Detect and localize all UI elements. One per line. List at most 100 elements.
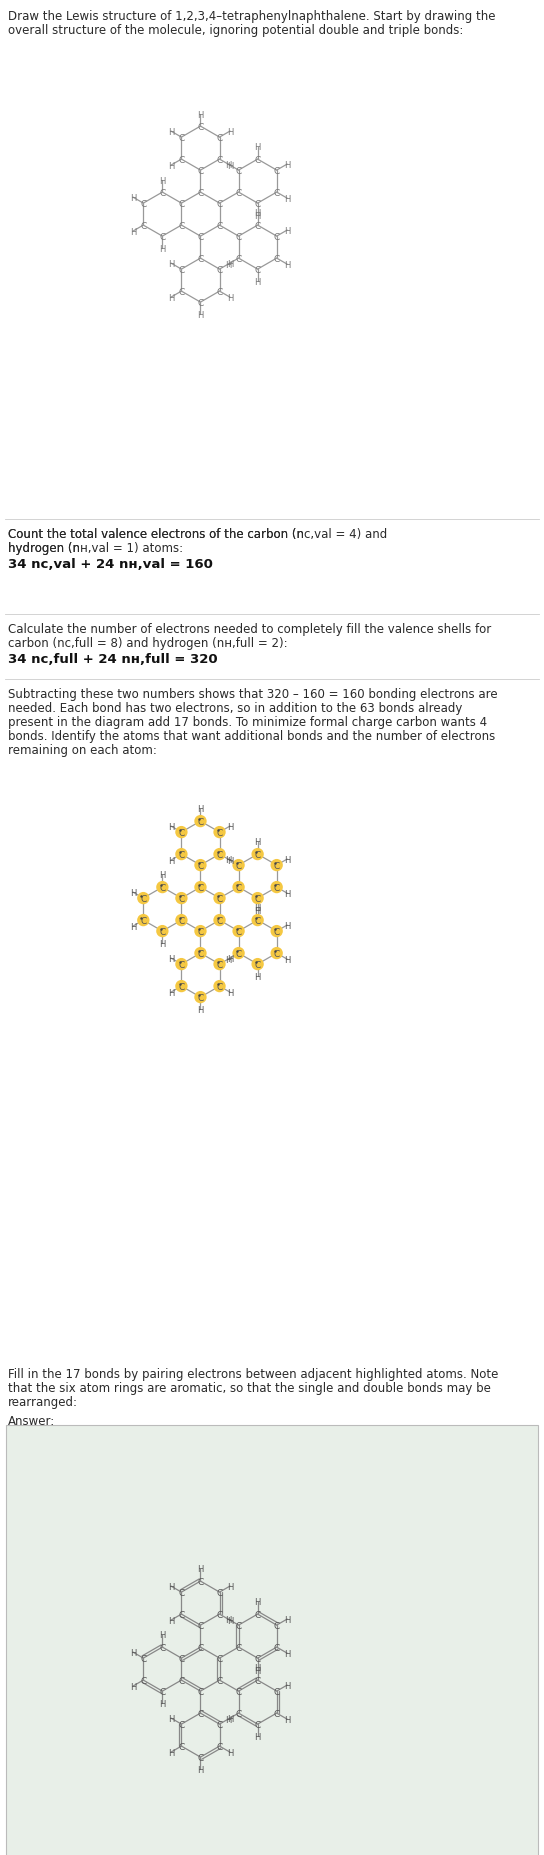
- Text: Draw the Lewis structure of 1,2,3,4–tetraphenylnaphthalene. Start by drawing the: Draw the Lewis structure of 1,2,3,4–tetr…: [8, 9, 496, 22]
- Text: C: C: [197, 189, 203, 197]
- Text: H: H: [227, 128, 233, 137]
- Text: C: C: [217, 1720, 222, 1729]
- Text: C: C: [217, 961, 222, 968]
- Text: C: C: [178, 961, 184, 968]
- Circle shape: [232, 948, 245, 959]
- Text: C: C: [274, 232, 280, 241]
- Text: C: C: [217, 1653, 222, 1662]
- Text: Count the total valence electrons of the carbon (nᴄ,val = 4) and: Count the total valence electrons of the…: [8, 527, 387, 540]
- Text: C: C: [274, 189, 280, 197]
- Text: H: H: [255, 1664, 261, 1673]
- Text: overall structure of the molecule, ignoring potential double and triple bonds:: overall structure of the molecule, ignor…: [8, 24, 463, 37]
- Text: C: C: [255, 1720, 261, 1729]
- Circle shape: [270, 926, 283, 939]
- Text: C: C: [178, 288, 184, 297]
- Text: C: C: [197, 232, 203, 241]
- Text: H: H: [227, 953, 233, 963]
- Circle shape: [270, 881, 283, 894]
- Text: C: C: [274, 883, 280, 892]
- Text: H: H: [255, 903, 261, 913]
- Circle shape: [270, 859, 283, 872]
- Text: C: C: [236, 861, 242, 870]
- Text: H: H: [159, 939, 165, 948]
- Text: C: C: [140, 221, 146, 230]
- Circle shape: [213, 981, 226, 992]
- Text: C: C: [274, 1621, 280, 1631]
- Text: H: H: [225, 1614, 231, 1623]
- Text: C: C: [217, 200, 222, 208]
- Text: C: C: [159, 232, 165, 241]
- Text: 34 nᴄ,full + 24 nʜ,full = 320: 34 nᴄ,full + 24 nʜ,full = 320: [8, 653, 218, 666]
- Text: C: C: [236, 1686, 242, 1695]
- Text: C: C: [217, 134, 222, 143]
- Text: C: C: [178, 916, 184, 926]
- Text: C: C: [255, 850, 261, 859]
- Text: C: C: [217, 1742, 222, 1751]
- Text: C: C: [178, 1610, 184, 1619]
- Text: C: C: [255, 894, 261, 903]
- Text: H: H: [225, 955, 231, 965]
- Circle shape: [251, 959, 264, 970]
- Text: Count the total valence electrons of the carbon (n: Count the total valence electrons of the…: [8, 527, 304, 540]
- Text: H: H: [159, 245, 165, 254]
- Circle shape: [213, 848, 226, 861]
- Text: H: H: [168, 161, 174, 171]
- Text: H: H: [284, 889, 290, 898]
- Text: H: H: [255, 1666, 261, 1675]
- Text: C: C: [217, 850, 222, 859]
- Text: hydrogen (n: hydrogen (n: [8, 542, 80, 555]
- Text: H: H: [255, 907, 261, 915]
- Circle shape: [232, 926, 245, 939]
- Circle shape: [213, 892, 226, 905]
- Text: hydrogen (nʜ,val = 1) atoms:: hydrogen (nʜ,val = 1) atoms:: [8, 542, 183, 555]
- Text: 34 nᴄ,val + 24 nʜ,val = 160: 34 nᴄ,val + 24 nʜ,val = 160: [8, 558, 213, 571]
- Text: C: C: [255, 265, 261, 275]
- Text: H: H: [168, 1582, 174, 1592]
- Text: C: C: [217, 265, 222, 275]
- Text: C: C: [255, 156, 261, 165]
- Circle shape: [194, 948, 207, 959]
- Text: H: H: [168, 260, 174, 269]
- Text: C: C: [197, 928, 203, 937]
- Text: Subtracting these two numbers shows that 320 – 160 = 160 bonding electrons are: Subtracting these two numbers shows that…: [8, 688, 498, 701]
- Text: H: H: [255, 1597, 261, 1606]
- Text: C: C: [274, 1686, 280, 1695]
- Circle shape: [156, 926, 169, 939]
- Text: H: H: [255, 1733, 261, 1740]
- Text: C: C: [217, 894, 222, 903]
- Text: H: H: [129, 922, 136, 931]
- Text: H: H: [255, 143, 261, 152]
- Circle shape: [232, 859, 245, 872]
- Text: C: C: [217, 827, 222, 837]
- Text: that the six atom rings are aromatic, so that the single and double bonds may be: that the six atom rings are aromatic, so…: [8, 1382, 491, 1395]
- Text: H: H: [129, 1647, 136, 1657]
- Text: C: C: [197, 1686, 203, 1695]
- Text: C: C: [159, 928, 165, 937]
- Text: C: C: [178, 1588, 184, 1597]
- Text: C: C: [197, 883, 203, 892]
- Text: C: C: [217, 916, 222, 926]
- Text: C: C: [178, 265, 184, 275]
- Text: C: C: [217, 1610, 222, 1619]
- Text: C: C: [197, 1753, 203, 1762]
- Circle shape: [251, 915, 264, 928]
- Circle shape: [194, 881, 207, 894]
- Text: H: H: [284, 161, 290, 169]
- Text: H: H: [197, 111, 203, 119]
- Text: needed. Each bond has two electrons, so in addition to the 63 bonds already: needed. Each bond has two electrons, so …: [8, 701, 462, 714]
- Text: C: C: [140, 1675, 146, 1684]
- Text: C: C: [197, 1644, 203, 1651]
- Text: H: H: [129, 1682, 136, 1690]
- Text: C: C: [197, 122, 203, 132]
- Text: H: H: [255, 838, 261, 848]
- Text: carbon (nᴄ,full = 8) and hydrogen (nʜ,full = 2):: carbon (nᴄ,full = 8) and hydrogen (nʜ,fu…: [8, 636, 288, 649]
- Text: C: C: [140, 916, 146, 926]
- Text: C: C: [274, 1708, 280, 1718]
- Text: C: C: [197, 861, 203, 870]
- Text: C: C: [255, 961, 261, 968]
- Text: H: H: [197, 805, 203, 814]
- Text: H: H: [227, 293, 233, 302]
- Circle shape: [175, 827, 188, 838]
- Text: H: H: [168, 1747, 174, 1757]
- Circle shape: [156, 881, 169, 894]
